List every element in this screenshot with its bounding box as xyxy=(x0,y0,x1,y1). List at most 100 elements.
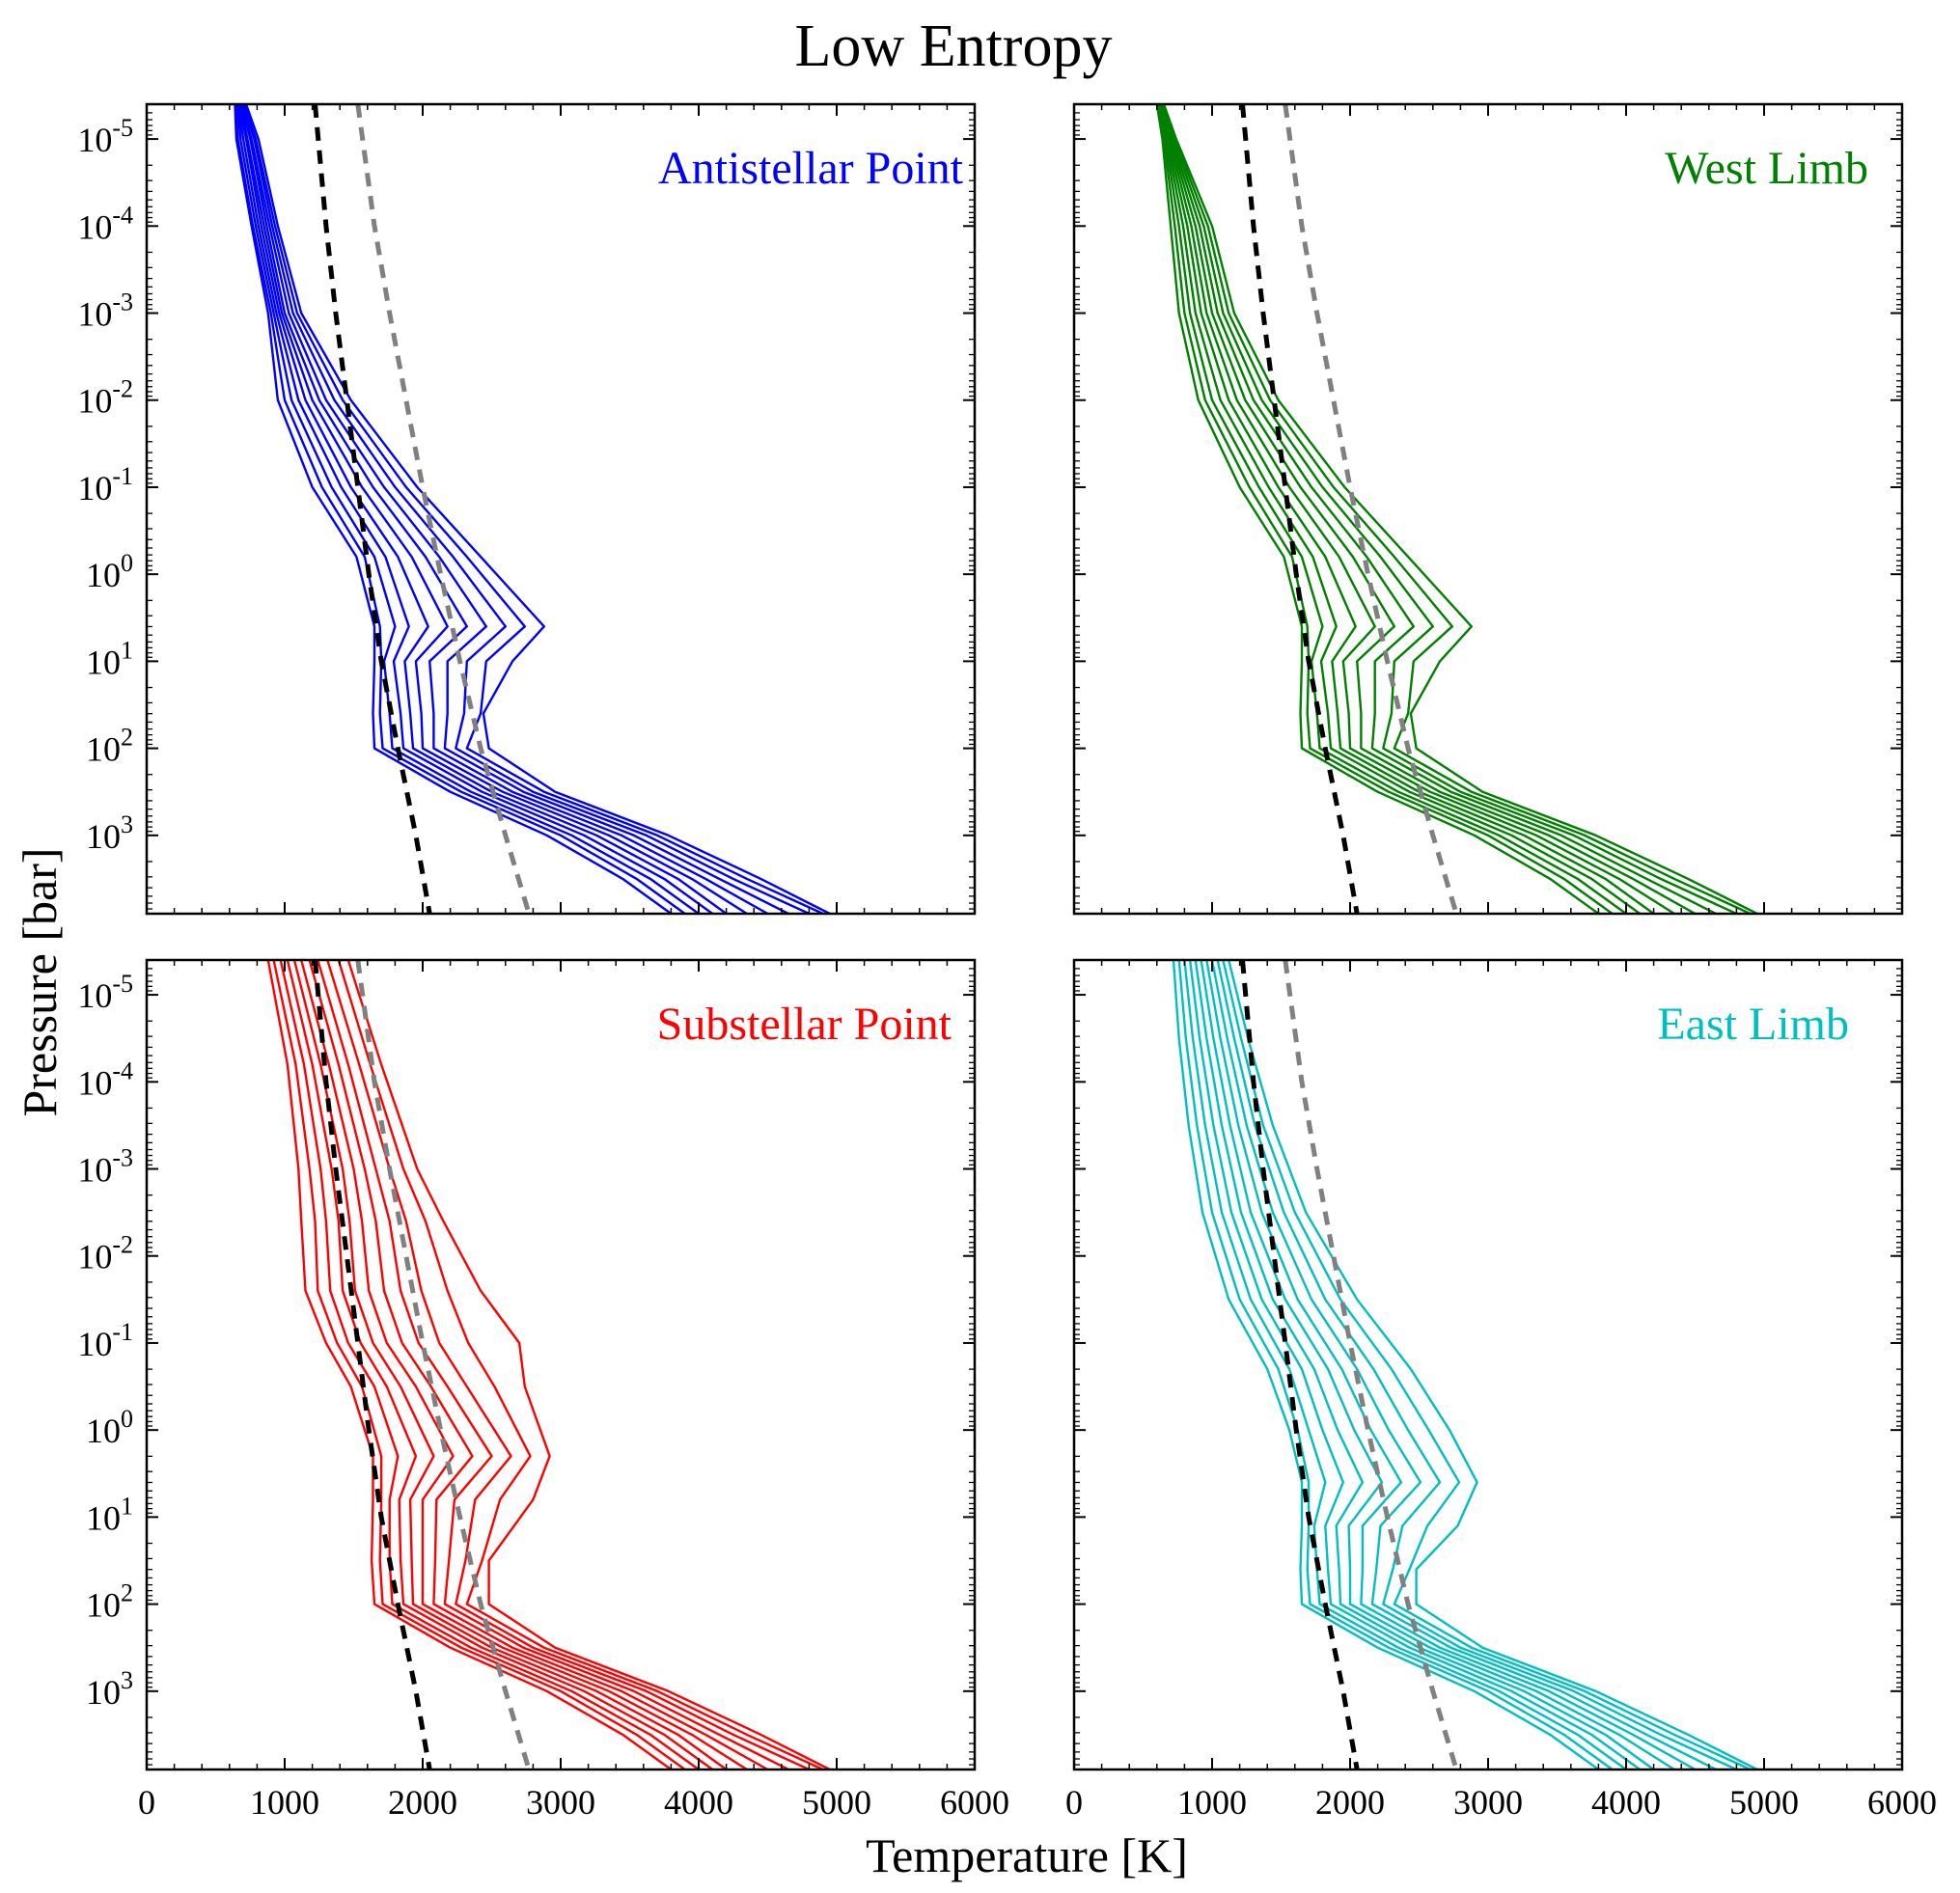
series-line-11 xyxy=(244,104,831,914)
series-line-7 xyxy=(308,960,769,1770)
panel-east-limb: 0 1000 2000 3000 4000 5000 6000 East Limb xyxy=(1065,958,1937,1822)
plot-area xyxy=(1155,104,1758,914)
x-tick-label: 3000 xyxy=(1453,1783,1523,1822)
series-line-3 xyxy=(1157,104,1627,914)
series-line-11 xyxy=(1228,960,1758,1770)
series-line-5 xyxy=(1194,960,1655,1770)
series-line-8 xyxy=(317,960,789,1770)
y-tick-label: 10-3 xyxy=(77,1144,133,1190)
series-line-7 xyxy=(240,104,769,914)
figure-title: Low Entropy xyxy=(795,14,1113,79)
series-line-9 xyxy=(326,960,810,1770)
series-line-10 xyxy=(1222,960,1752,1770)
series-line-10 xyxy=(243,104,824,914)
series-line-7 xyxy=(1205,960,1697,1770)
series-line-6 xyxy=(300,960,748,1770)
series-line-6 xyxy=(1159,104,1675,914)
series-line-11 xyxy=(346,960,831,1770)
series-line-2 xyxy=(1156,104,1614,914)
x-axis-title: Temperature [K] xyxy=(866,1828,1188,1882)
axes-frame xyxy=(145,958,977,1771)
panel-label: Substellar Point xyxy=(657,999,952,1050)
panel-antistellar-point: 10-5 10-4 10-3 10-2 10-1 100 101 102 103 Antistel… xyxy=(77,102,977,916)
series-line-4 xyxy=(236,104,714,914)
x-tick-label: 5000 xyxy=(1729,1783,1799,1822)
panel-label: West Limb xyxy=(1665,143,1868,194)
y-tick-label: 10-4 xyxy=(77,201,133,246)
reference-line-black-dashed xyxy=(1240,104,1360,914)
y-tick-label: 10-2 xyxy=(77,1231,133,1276)
series-line-9 xyxy=(1216,960,1737,1770)
x-tick-label: 2000 xyxy=(388,1783,457,1822)
series-line-2 xyxy=(272,960,686,1770)
series-line-8 xyxy=(240,104,789,914)
series-line-3 xyxy=(1183,960,1627,1770)
plot-area xyxy=(234,104,831,914)
series-line-4 xyxy=(286,960,714,1770)
x-tick-label: 6000 xyxy=(940,1783,1009,1822)
series-line-1 xyxy=(1155,104,1600,914)
series-line-5 xyxy=(292,960,728,1770)
reference-line-black-dashed xyxy=(313,960,432,1770)
reference-line-black-dashed xyxy=(1240,960,1360,1770)
series-line-6 xyxy=(1200,960,1675,1770)
series-line-5 xyxy=(1158,104,1655,914)
reference-line-gray-dashed xyxy=(1283,960,1459,1770)
y-tick-label: 100 xyxy=(86,549,133,594)
series-line-3 xyxy=(236,104,700,914)
x-tick-label: 6000 xyxy=(1867,1783,1937,1822)
y-tick-label: 10-5 xyxy=(77,970,133,1015)
y-tick-label: 102 xyxy=(86,724,133,769)
y-tick-label: 10-4 xyxy=(77,1056,133,1102)
series-line-11 xyxy=(1162,104,1758,914)
x-tick-label: 3000 xyxy=(526,1783,595,1822)
y-tick-label: 10-2 xyxy=(77,375,133,421)
series-line-9 xyxy=(241,104,810,914)
reference-line-gray-dashed xyxy=(1283,104,1459,914)
series-line-1 xyxy=(1172,960,1600,1770)
plot-area xyxy=(266,960,831,1770)
y-tick-label: 101 xyxy=(86,1492,133,1537)
y-tick-label: 100 xyxy=(86,1405,133,1450)
plot-area xyxy=(1172,960,1758,1770)
x-tick-label: 2000 xyxy=(1315,1783,1385,1822)
series-line-6 xyxy=(239,104,748,914)
series-line-2 xyxy=(1177,960,1614,1770)
y-tick-label: 103 xyxy=(86,1666,133,1712)
series-line-2 xyxy=(235,104,686,914)
reference-line-gray-dashed xyxy=(355,960,532,1770)
x-tick-label: 5000 xyxy=(802,1783,871,1822)
series-line-4 xyxy=(1157,104,1642,914)
series-line-10 xyxy=(1162,104,1752,914)
reference-line-gray-dashed xyxy=(355,104,532,914)
y-tick-label: 10-1 xyxy=(77,462,133,508)
panel-west-limb: West Limb xyxy=(1072,102,1904,916)
panel-label: Antistellar Point xyxy=(658,143,964,194)
axes-frame xyxy=(145,102,977,916)
y-tick-label: 103 xyxy=(86,810,133,856)
x-tick-label: 1000 xyxy=(250,1783,319,1822)
series-line-7 xyxy=(1159,104,1697,914)
y-axis-title: Pressure [bar] xyxy=(13,847,67,1116)
series-line-10 xyxy=(337,960,824,1770)
series-line-9 xyxy=(1161,104,1737,914)
reference-line-black-dashed xyxy=(313,104,432,914)
series-line-1 xyxy=(234,104,673,914)
x-tick-label: 0 xyxy=(1065,1783,1083,1822)
x-tick-label: 1000 xyxy=(1177,1783,1247,1822)
series-line-8 xyxy=(1160,104,1717,914)
y-tick-label: 10-3 xyxy=(77,288,133,334)
x-tick-label: 0 xyxy=(138,1783,155,1822)
y-tick-label: 102 xyxy=(86,1579,133,1625)
series-line-4 xyxy=(1188,960,1642,1770)
series-line-5 xyxy=(237,104,728,914)
y-tick-label: 10-5 xyxy=(77,114,133,159)
panel-label: East Limb xyxy=(1657,999,1849,1050)
x-tick-label: 4000 xyxy=(664,1783,733,1822)
series-line-8 xyxy=(1210,960,1717,1770)
series-line-3 xyxy=(279,960,700,1770)
x-tick-label: 4000 xyxy=(1591,1783,1661,1822)
y-tick-label: 10-1 xyxy=(77,1318,133,1363)
y-tick-label: 101 xyxy=(86,636,133,681)
